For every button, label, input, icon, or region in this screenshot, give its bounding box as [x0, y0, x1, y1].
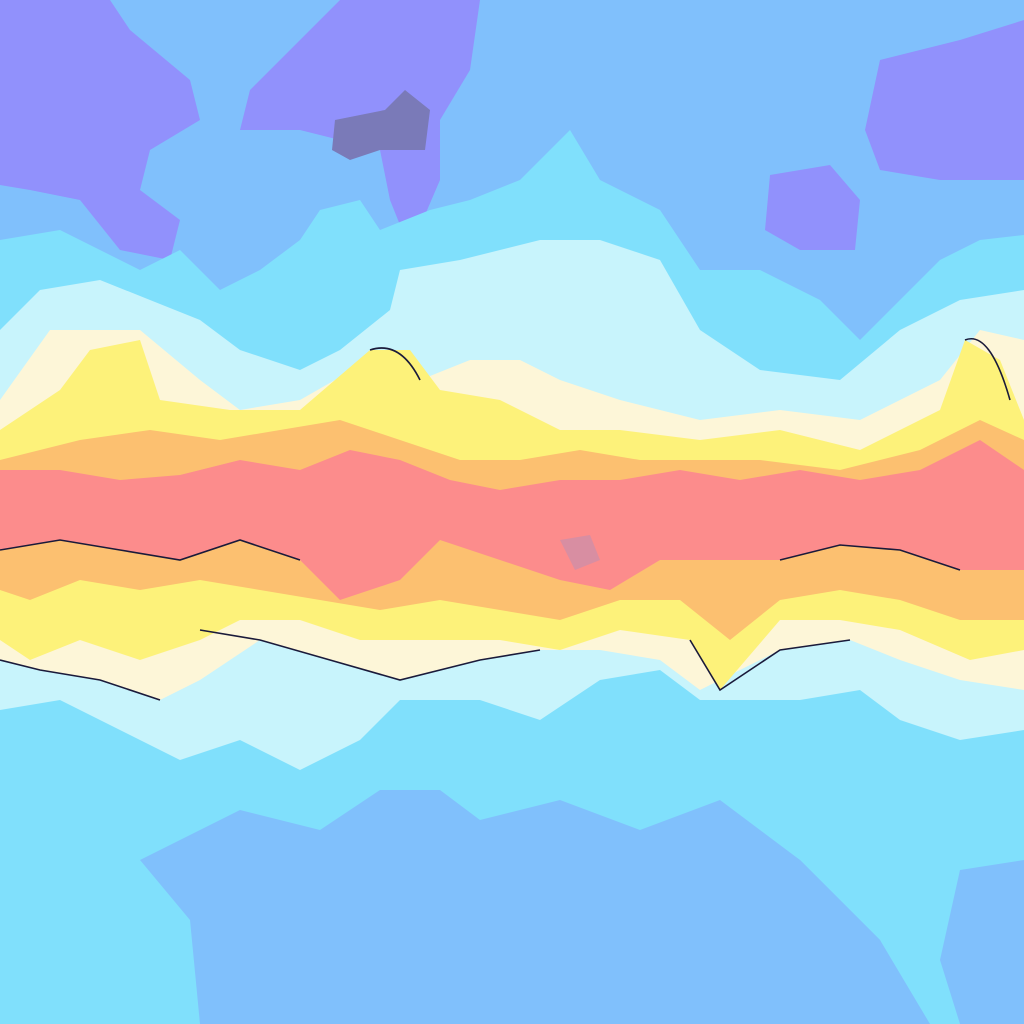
front-line: [964, 338, 1011, 401]
coldest-region: [332, 90, 430, 160]
hottest-band: [0, 440, 1024, 600]
front-line: [0, 659, 161, 701]
hottest-spot: [560, 535, 600, 570]
front-line: [689, 639, 851, 692]
front-line: [369, 347, 421, 381]
front-line: [779, 544, 961, 571]
cool-region: [150, 795, 930, 1024]
front-line: [0, 539, 301, 561]
front-line: [199, 629, 541, 681]
